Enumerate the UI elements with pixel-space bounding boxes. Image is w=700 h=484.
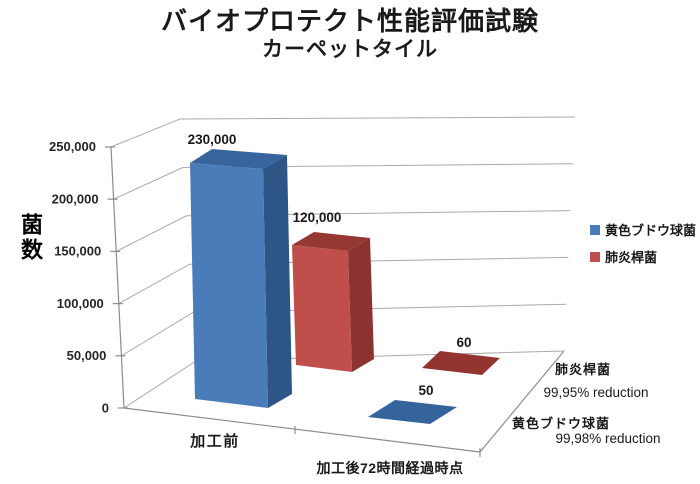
y-tick-50000: 50,000 bbox=[67, 348, 107, 363]
chart-title-line1: バイオプロテクト性能評価試験 bbox=[160, 6, 539, 36]
gridline-200000 bbox=[113, 163, 573, 200]
bar-kleb-before bbox=[292, 232, 374, 372]
bar-staph-before bbox=[190, 149, 292, 408]
bar-kleb-after bbox=[422, 351, 500, 375]
annotation-staph-reduction: 99,98% reduction bbox=[555, 431, 660, 446]
bar-kleb-before-top-face bbox=[292, 232, 370, 251]
legend-marker-kleb bbox=[590, 251, 600, 262]
value-axis bbox=[110, 146, 125, 409]
annotation-kleb-name: 肺炎桿菌 bbox=[555, 362, 611, 377]
bar-staph-before-side-face bbox=[263, 155, 292, 408]
legend-item-kleb: 肺炎桿菌 bbox=[590, 247, 696, 266]
chart-title: バイオプロテクト性能評価試験 カーペットタイル bbox=[0, 6, 700, 63]
legend-marker-staph-icon bbox=[590, 224, 600, 235]
annotation-staph-name: 黄色ブドウ球菌 bbox=[512, 416, 610, 431]
legend: 黄色ブドウ球菌 肺炎桿菌 bbox=[590, 220, 696, 266]
bar-staph-before-front-face bbox=[190, 163, 268, 408]
y-tick-100000: 100,000 bbox=[57, 296, 104, 311]
y-tick-150000: 150,000 bbox=[54, 244, 101, 259]
y-axis-title: 菌数 bbox=[18, 213, 43, 263]
data-label-staph-before: 230,000 bbox=[188, 132, 237, 147]
y-tick-0: 0 bbox=[102, 401, 109, 416]
data-label-kleb-before: 120,000 bbox=[293, 210, 342, 225]
bar-staph-after bbox=[368, 400, 457, 424]
bar-kleb-before-side-face bbox=[348, 238, 374, 372]
bar-kleb-before-front-face bbox=[292, 245, 352, 372]
gridline-50000 bbox=[121, 303, 567, 357]
gridline-250000 bbox=[110, 116, 576, 148]
category-axis bbox=[123, 407, 481, 453]
bar-staph-before-top-face bbox=[190, 149, 287, 169]
data-label-kleb-after: 60 bbox=[456, 335, 471, 350]
legend-label-kleb: 肺炎桿菌 bbox=[605, 250, 658, 265]
annotation-kleb-reduction: 99,95% reduction bbox=[543, 385, 648, 400]
category-label-before: 加工前 bbox=[189, 432, 240, 450]
chart-title-line2: カーペットタイル bbox=[262, 38, 438, 62]
y-tick-200000: 200,000 bbox=[52, 192, 99, 207]
gridline-150000 bbox=[115, 210, 571, 252]
legend-marker-kleb-icon bbox=[590, 251, 600, 262]
legend-item-staph: 黄色ブドウ球菌 bbox=[590, 220, 696, 239]
gridline-100000 bbox=[118, 256, 569, 305]
series-axis bbox=[479, 350, 565, 453]
legend-marker-staph bbox=[590, 224, 600, 235]
category-label-after: 加工後72時間経過時点 bbox=[315, 460, 463, 476]
y-tick-250000: 250,000 bbox=[49, 139, 96, 154]
data-label-staph-after: 50 bbox=[418, 383, 433, 398]
legend-label-staph: 黄色ブドウ球菌 bbox=[605, 223, 697, 238]
